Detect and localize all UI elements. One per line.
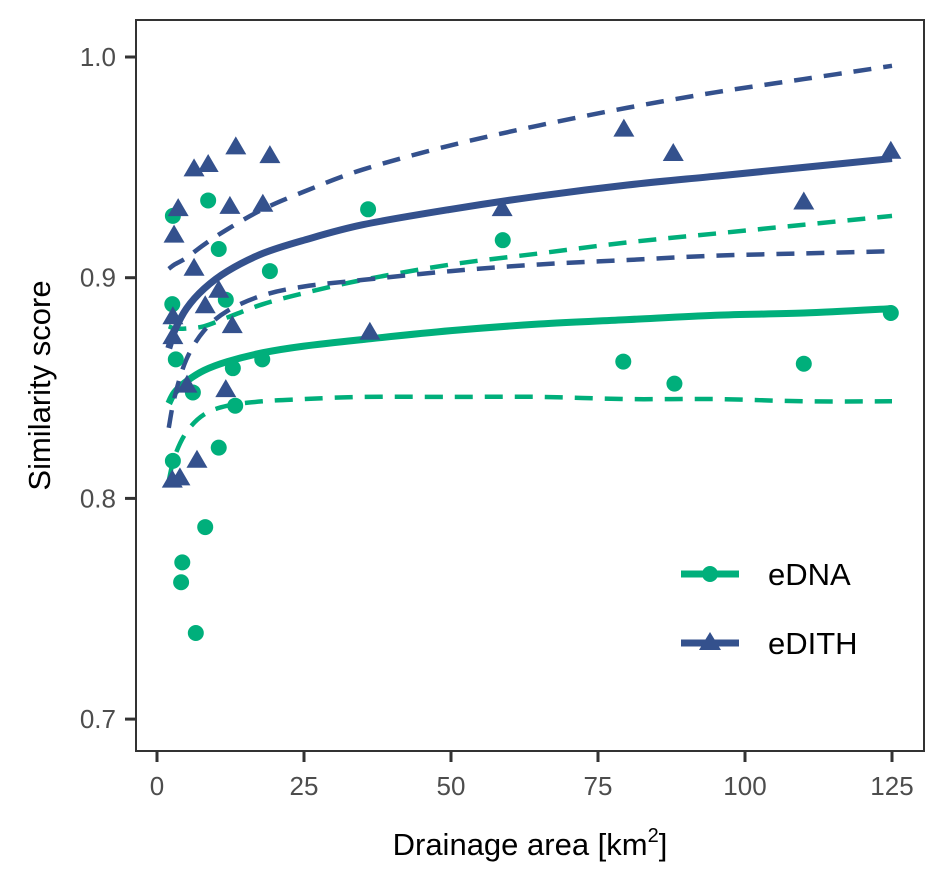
x-tick-label: 0 — [150, 771, 164, 801]
edna-point — [173, 574, 190, 591]
x-axis-title: Drainage area [km2] — [393, 825, 668, 862]
legend-label-edith: eDITH — [768, 626, 858, 661]
edith-point — [163, 224, 185, 243]
data-points — [161, 118, 902, 642]
edna-point — [224, 360, 241, 377]
edna-point — [187, 625, 204, 642]
legend-marker-edith — [699, 632, 721, 650]
edith-point — [186, 449, 208, 468]
edith-point — [215, 379, 237, 398]
x-axis-title-suffix: ] — [659, 827, 668, 862]
edna-point — [882, 305, 899, 322]
edith-point — [613, 118, 635, 137]
plot-panel — [135, 19, 925, 752]
edith-point — [793, 191, 815, 210]
edna-point — [174, 554, 191, 571]
edith-point — [359, 321, 381, 340]
edith-upper-ci-line — [167, 63, 893, 271]
x-tick-label: 25 — [290, 771, 319, 801]
edith-point — [219, 195, 241, 214]
edith-lower-ci-line — [166, 248, 893, 429]
edna-lower-ci-line — [166, 394, 893, 482]
edith-point — [208, 279, 230, 298]
y-tick-label: 0.8 — [80, 483, 116, 513]
y-tick-label: 0.7 — [80, 704, 116, 734]
edna-point — [164, 452, 181, 469]
legend-marker-edna — [702, 566, 718, 582]
edith-point — [162, 306, 184, 325]
edna-point — [167, 351, 184, 368]
edith-point — [169, 467, 191, 486]
edna-point — [261, 263, 278, 280]
edna-upper-ci-line — [167, 213, 893, 331]
edith-point — [491, 198, 513, 217]
edna-point — [164, 296, 181, 313]
edna-point — [227, 397, 244, 414]
edith-point — [162, 326, 184, 345]
edith-point — [880, 140, 902, 159]
legend-item-edith: eDITH — [681, 626, 858, 661]
edna-point — [210, 241, 227, 258]
legend: eDNA eDITH — [681, 557, 858, 661]
edith-point — [225, 136, 247, 155]
x-axis-title-superscript: 2 — [648, 825, 659, 847]
edna-point — [795, 355, 812, 372]
edith-point — [252, 193, 274, 212]
axes: 0.7 0.8 0.9 1.0 0 25 50 75 100 125 — [80, 42, 914, 801]
x-tick-label: 125 — [870, 771, 913, 801]
edith-point — [259, 145, 281, 164]
y-tick-label: 0.9 — [80, 263, 116, 293]
edna-point — [200, 192, 217, 209]
y-axis-title: Similarity score — [22, 280, 57, 490]
edna-point — [494, 232, 511, 249]
y-tick-label: 1.0 — [80, 42, 116, 72]
edith-point — [167, 198, 189, 217]
edna-fit-line — [165, 305, 893, 406]
legend-item-edna: eDNA — [681, 557, 851, 592]
x-tick-label: 75 — [584, 771, 613, 801]
legend-label-edna: eDNA — [768, 557, 851, 592]
edith-point — [221, 315, 243, 334]
x-tick-label: 50 — [437, 771, 466, 801]
x-axis-title-main: Drainage area [km — [393, 827, 648, 862]
x-tick-label: 100 — [723, 771, 766, 801]
edna-point — [666, 375, 683, 392]
edna-point — [210, 439, 227, 456]
edna-point — [197, 519, 214, 536]
edith-point — [197, 153, 219, 172]
edith-fit-line — [165, 155, 893, 350]
edna-point — [254, 351, 271, 368]
edna-point — [360, 201, 377, 218]
edith-point — [194, 295, 216, 314]
edith-point — [176, 374, 198, 393]
edith-point — [662, 142, 684, 161]
edna-point — [615, 353, 632, 370]
edith-point — [183, 257, 205, 276]
